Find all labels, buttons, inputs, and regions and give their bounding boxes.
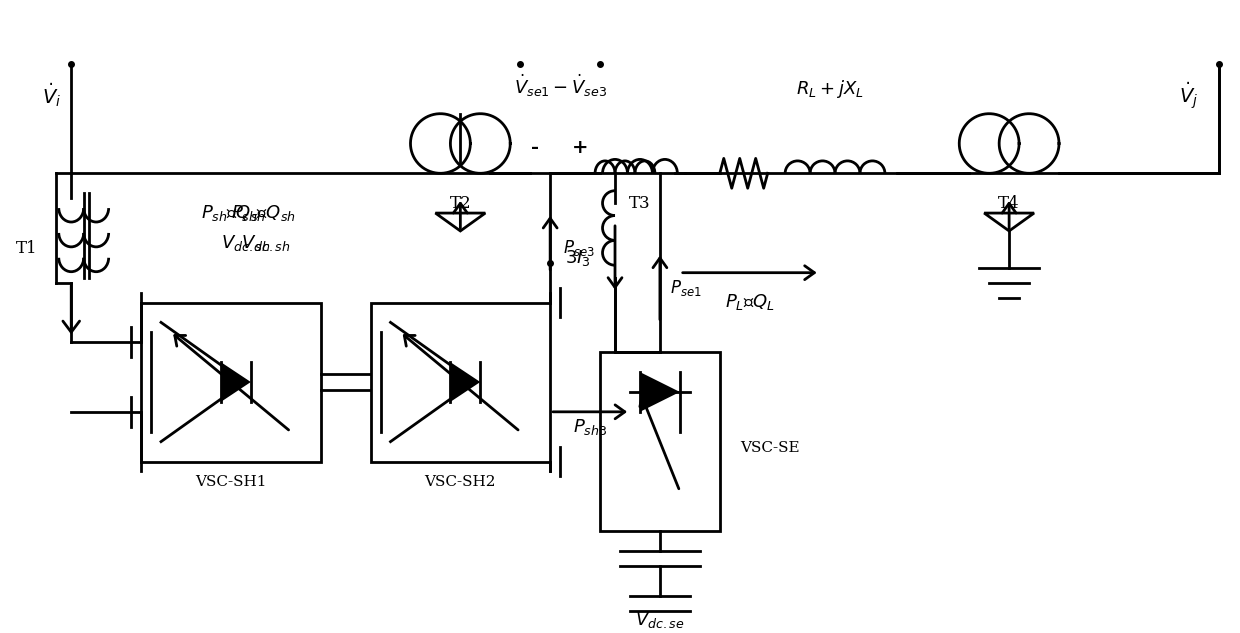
Text: T4: T4 xyxy=(998,195,1021,212)
Text: VSC-SH1: VSC-SH1 xyxy=(195,475,267,489)
Text: $P_{se3}$: $P_{se3}$ xyxy=(563,238,595,258)
Text: $P_{sh}$、$Q_{sh}$: $P_{sh}$、$Q_{sh}$ xyxy=(231,203,295,223)
Text: +: + xyxy=(572,139,588,158)
Text: VSC-SH2: VSC-SH2 xyxy=(424,475,496,489)
Text: $V_{dc.sh}$: $V_{dc.sh}$ xyxy=(241,233,290,253)
Text: $P_{sh3}$: $P_{sh3}$ xyxy=(573,417,608,437)
Polygon shape xyxy=(221,362,250,402)
Text: -: - xyxy=(531,139,539,158)
Polygon shape xyxy=(450,362,480,402)
Text: VSC-SE: VSC-SE xyxy=(740,441,800,454)
Text: T1: T1 xyxy=(16,240,37,257)
Bar xyxy=(141,303,321,461)
Bar xyxy=(371,303,551,461)
Text: $P_{se1}$: $P_{se1}$ xyxy=(670,278,702,298)
Text: T3: T3 xyxy=(629,195,651,212)
Bar xyxy=(600,352,719,531)
Text: $V_{dc.se}$: $V_{dc.se}$ xyxy=(635,610,684,630)
Text: $\dot{V}_j$: $\dot{V}_j$ xyxy=(1179,81,1198,112)
Text: $R_L+jX_L$: $R_L+jX_L$ xyxy=(796,78,863,100)
Text: T2: T2 xyxy=(450,195,471,212)
Text: $\dot{V}_{se1}-\dot{V}_{se3}$: $\dot{V}_{se1}-\dot{V}_{se3}$ xyxy=(513,73,606,99)
Text: $P_{sh}$、$Q_{sh}$: $P_{sh}$、$Q_{sh}$ xyxy=(201,203,265,223)
Polygon shape xyxy=(640,372,680,412)
Text: $P_L$、$Q_L$: $P_L$、$Q_L$ xyxy=(725,292,775,313)
Text: $3I_3$: $3I_3$ xyxy=(565,248,590,268)
Text: $V_{dc.sh}$: $V_{dc.sh}$ xyxy=(221,233,270,253)
Text: $\dot{V}_i$: $\dot{V}_i$ xyxy=(42,81,61,109)
